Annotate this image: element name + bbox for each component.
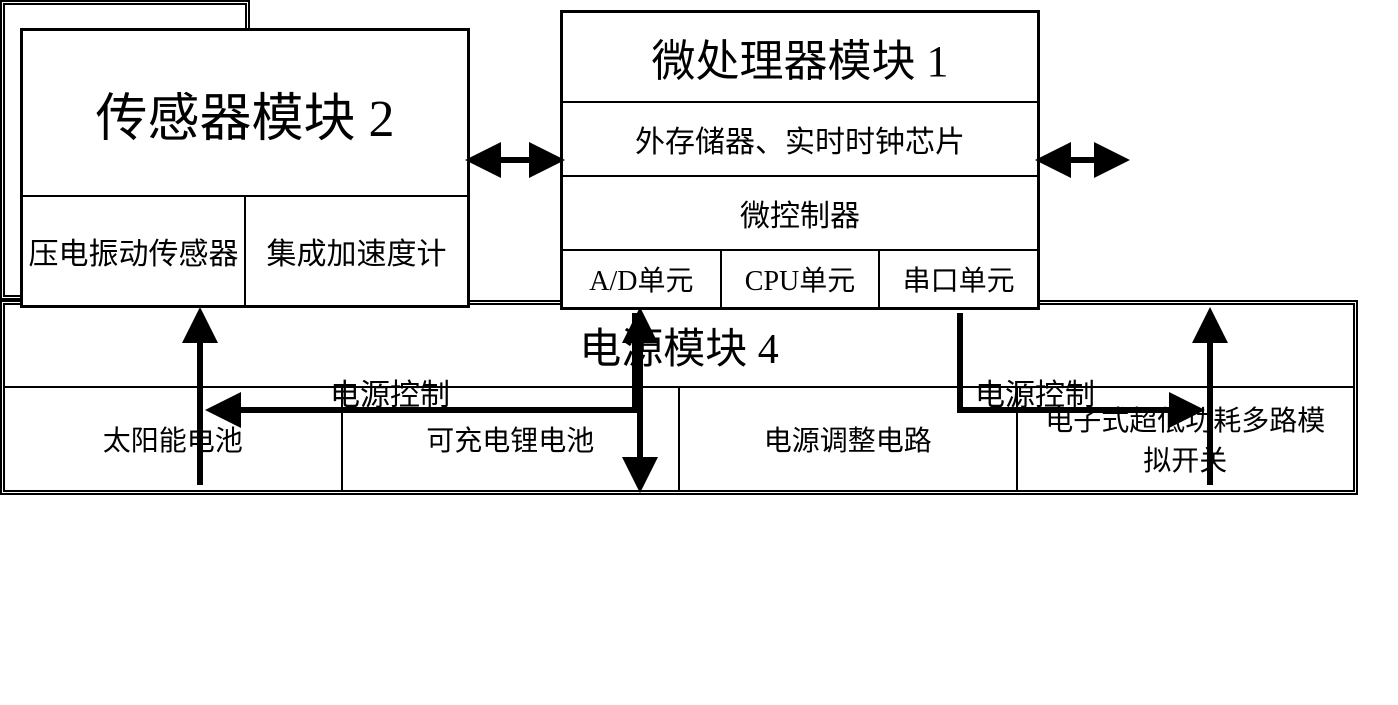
sensor-cell-accel: 集成加速度计 <box>246 197 467 305</box>
label-power-control-left: 电源控制 <box>330 370 450 414</box>
processor-cell-serial: 串口单元 <box>880 251 1037 307</box>
power-cell-adjust: 电源调整电路 <box>680 388 1018 490</box>
processor-module-box: 微处理器模块 1 外存储器、实时时钟芯片 微控制器 A/D单元 CPU单元 串口… <box>560 10 1040 310</box>
sensor-cells: 压电振动传感器 集成加速度计 <box>23 195 467 305</box>
power-cells: 太阳能电池 可充电锂电池 电源调整电路 电子式超低功耗多路模拟开关 <box>5 388 1353 490</box>
processor-title: 微处理器模块 1 <box>563 13 1037 103</box>
processor-cell-ad: A/D单元 <box>563 251 722 307</box>
sensor-title: 传感器模块 2 <box>23 31 467 195</box>
processor-row-mcu: 微控制器 <box>563 177 1037 251</box>
power-cell-solar: 太阳能电池 <box>5 388 343 490</box>
processor-cell-cpu: CPU单元 <box>722 251 881 307</box>
label-power-control-right: 电源控制 <box>975 370 1095 414</box>
power-title: 电源模块 4 <box>5 305 1353 388</box>
processor-row-memory: 外存储器、实时时钟芯片 <box>563 103 1037 177</box>
sensor-cell-piezo: 压电振动传感器 <box>23 197 246 305</box>
sensor-module-box: 传感器模块 2 压电振动传感器 集成加速度计 <box>20 28 470 308</box>
power-module-box: 电源模块 4 太阳能电池 可充电锂电池 电源调整电路 电子式超低功耗多路模拟开关 <box>0 300 1358 495</box>
processor-cells: A/D单元 CPU单元 串口单元 <box>563 251 1037 307</box>
